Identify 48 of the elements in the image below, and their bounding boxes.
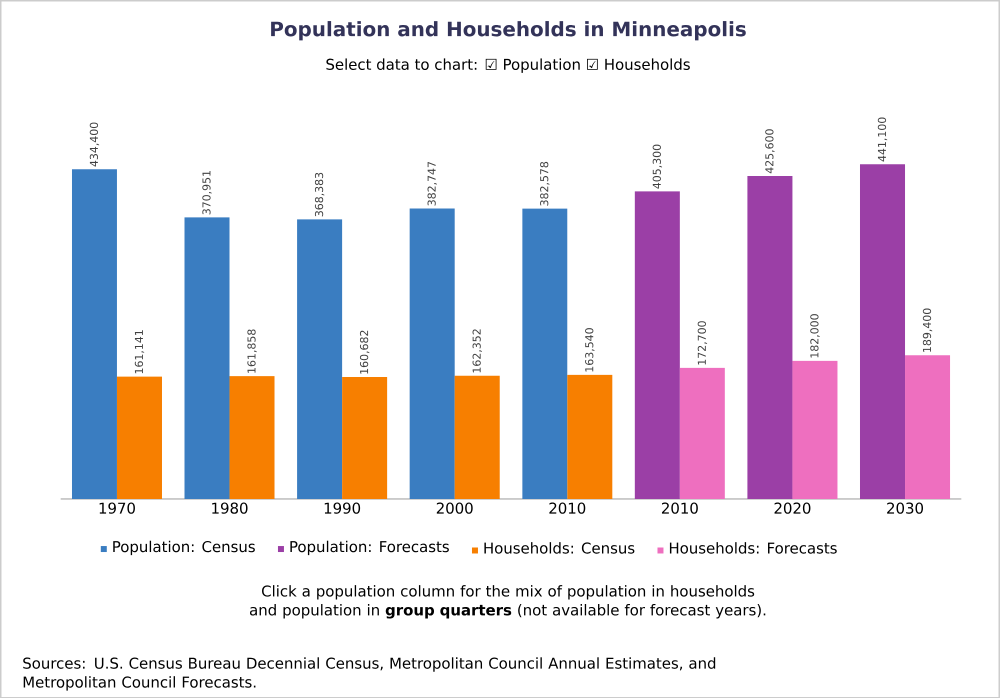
data-label: 161,858 [247,329,257,373]
x-tick-label: 2010 [549,502,586,514]
bar [342,376,388,499]
data-label: 434,400 [90,122,100,166]
x-tick-label: 1990 [324,502,360,514]
data-label: 368,383 [314,172,324,216]
bar [230,376,275,499]
bar [454,376,500,499]
bar [410,208,455,499]
legend-label: Population: Census [113,540,255,555]
bar [905,355,950,499]
bar [792,360,838,499]
data-label: 405,300 [652,144,662,188]
legend-label: Population: Forecasts [290,540,449,555]
bar [680,368,725,499]
data-label: 160,682 [360,330,370,374]
bar [184,217,230,499]
chart-subtitle: Select data to chart: ☑ Population ☑ Households [326,58,690,73]
data-label: 370,951 [202,170,212,214]
x-tick-label: 2030 [887,502,924,514]
x-tick-label: 2010 [662,502,698,514]
chart-title: Population and Households in Minneapolis [271,20,746,40]
text: Click a population column for the mix of population in households and population in group quarters (not available for forecast years). [250,584,766,618]
x-tick-label: 1980 [212,502,248,514]
bar [747,176,792,499]
bar [72,169,117,499]
data-label: 382,747 [427,162,437,206]
bar [116,376,162,499]
x-tick-label: 2020 [774,502,810,514]
x-tick-label: 1970 [100,502,135,514]
legend-label: Households: Forecasts [670,542,837,554]
source-note: Sources: U.S. Census Bureau Decennial Census, Metropolitan Council Annual Estimates, and Metropolitan Council Forecasts. [23,657,716,690]
x-tick-label: 2000 [436,502,473,514]
data-label: 382,578 [540,162,550,206]
bar [634,191,680,499]
data-label: 189,400 [922,308,932,352]
data-label: 441,100 [878,117,888,162]
bar [860,164,906,499]
legend-label: Households: Census [484,542,634,554]
data-label: 161,141 [134,330,144,374]
bar [297,219,342,499]
bar [567,374,612,499]
bar [522,208,568,499]
data-label: 172,700 [698,321,708,364]
data-label: 425,600 [765,129,775,174]
data-label: 163,540 [585,328,594,372]
data-label: 162,352 [472,329,482,372]
data-label: 182,000 [810,314,820,358]
